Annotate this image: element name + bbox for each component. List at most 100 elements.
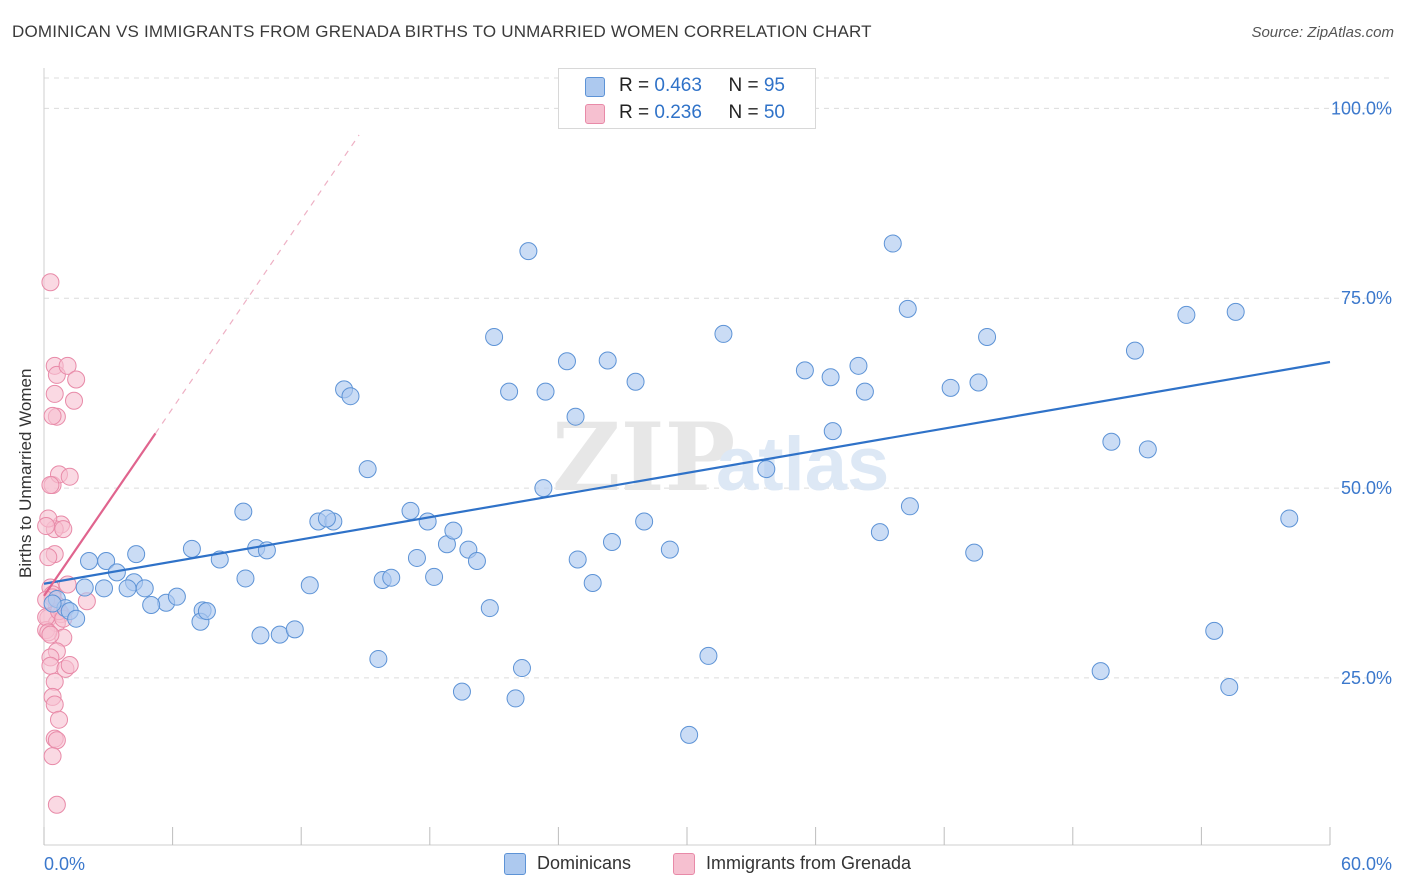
data-point-dominicans: [251, 626, 270, 645]
data-point-grenada: [37, 517, 56, 536]
y-tick-label: 25.0%: [1341, 668, 1392, 688]
trend-extension-grenada: [154, 134, 360, 434]
data-point-dominicans: [506, 689, 525, 708]
legend-n-value: 95: [763, 75, 785, 96]
data-point-dominicans: [965, 543, 984, 562]
correlation-legend: R = 0.463 N = 95 R = 0.236 N = 50: [558, 68, 816, 129]
data-point-dominicans: [43, 594, 62, 613]
data-point-dominicans: [1125, 341, 1144, 360]
data-point-dominicans: [898, 299, 917, 318]
data-point-dominicans: [534, 479, 553, 498]
data-point-dominicans: [519, 242, 538, 261]
x-tick-label: 60.0%: [1341, 854, 1392, 874]
data-point-dominicans: [382, 568, 401, 587]
legend-r-label: R =: [619, 75, 655, 96]
data-point-dominicans: [883, 234, 902, 253]
data-point-dominicans: [1102, 432, 1121, 451]
data-point-dominicans: [900, 497, 919, 516]
data-point-dominicans: [1205, 621, 1224, 640]
data-point-dominicans: [369, 649, 388, 668]
data-point-dominicans: [855, 382, 874, 401]
data-point-dominicans: [870, 523, 889, 542]
data-point-dominicans: [941, 378, 960, 397]
data-point-dominicans: [557, 352, 576, 371]
data-point-dominicans: [536, 382, 555, 401]
data-point-dominicans: [485, 327, 504, 346]
data-point-dominicans: [480, 599, 499, 618]
legend-r-label: R =: [619, 102, 655, 123]
series-grenada-points: [37, 273, 96, 814]
data-point-grenada: [47, 731, 66, 750]
data-point-dominicans: [626, 372, 645, 391]
source-credit: Source: ZipAtlas.com: [1251, 24, 1394, 41]
data-point-dominicans: [444, 521, 463, 540]
data-point-dominicans: [1138, 440, 1157, 459]
chart-title: DOMINICAN VS IMMIGRANTS FROM GRENADA BIR…: [12, 22, 872, 41]
watermark-atlas: atlas: [716, 422, 889, 507]
data-point-dominicans: [969, 373, 988, 392]
trend-line-dominicans: [43, 360, 1331, 585]
data-point-dominicans: [598, 351, 617, 370]
trend-line-grenada: [43, 432, 157, 597]
data-point-dominicans: [714, 324, 733, 343]
axes: [43, 68, 1331, 846]
y-axis-label: Births to Unmarried Women: [16, 368, 35, 578]
data-point-dominicans: [67, 609, 86, 628]
legend-swatch-pink: [585, 104, 605, 124]
data-point-dominicans: [317, 509, 336, 528]
data-point-grenada: [43, 406, 62, 425]
legend-r-value: 0.236: [654, 102, 702, 123]
data-point-dominicans: [1280, 509, 1299, 528]
data-point-grenada: [50, 710, 69, 729]
data-point-dominicans: [341, 387, 360, 406]
legend-label: Immigrants from Grenada: [706, 853, 912, 873]
data-point-dominicans: [660, 540, 679, 559]
data-point-grenada: [65, 391, 84, 410]
data-point-dominicans: [699, 646, 718, 665]
data-point-dominicans: [197, 602, 216, 621]
data-point-grenada: [67, 370, 86, 389]
data-point-dominicans: [680, 725, 699, 744]
y-tick-label: 50.0%: [1341, 478, 1392, 498]
data-point-dominicans: [118, 579, 137, 598]
data-point-grenada: [58, 356, 77, 375]
legend-n-value: 50: [763, 102, 785, 123]
data-point-grenada: [47, 795, 66, 814]
tick-labels: 25.0% 50.0% 75.0% 100.0% 0.0% 60.0%: [44, 98, 1392, 874]
data-point-dominicans: [1226, 302, 1245, 321]
data-point-dominicans: [234, 502, 253, 521]
data-point-dominicans: [97, 551, 116, 570]
data-point-grenada: [45, 384, 64, 403]
data-point-dominicans: [300, 576, 319, 595]
data-point-dominicans: [566, 407, 585, 426]
data-point-dominicans: [467, 551, 486, 570]
data-point-dominicans: [1220, 678, 1239, 697]
data-point-grenada: [41, 476, 60, 495]
data-point-dominicans: [821, 368, 840, 387]
data-point-dominicans: [236, 569, 255, 588]
trend-lines: [43, 134, 1331, 597]
data-point-dominicans: [795, 361, 814, 380]
data-point-dominicans: [1177, 305, 1196, 324]
data-point-dominicans: [95, 579, 114, 598]
data-point-dominicans: [182, 539, 201, 558]
data-point-grenada: [54, 520, 73, 539]
data-point-dominicans: [407, 548, 426, 567]
data-point-dominicans: [270, 625, 289, 644]
data-point-dominicans: [500, 382, 519, 401]
data-point-dominicans: [135, 579, 154, 598]
data-point-dominicans: [583, 574, 602, 593]
data-point-grenada: [41, 273, 60, 292]
data-point-dominicans: [167, 587, 186, 606]
data-point-dominicans: [142, 596, 161, 615]
data-point-grenada: [60, 467, 79, 486]
legend-n-label: N =: [728, 75, 764, 96]
data-point-dominicans: [75, 578, 94, 597]
data-point-dominicans: [978, 327, 997, 346]
data-point-grenada: [60, 656, 79, 675]
data-point-dominicans: [602, 532, 621, 551]
data-point-grenada: [41, 656, 60, 675]
legend-swatch-blue: [585, 77, 605, 97]
